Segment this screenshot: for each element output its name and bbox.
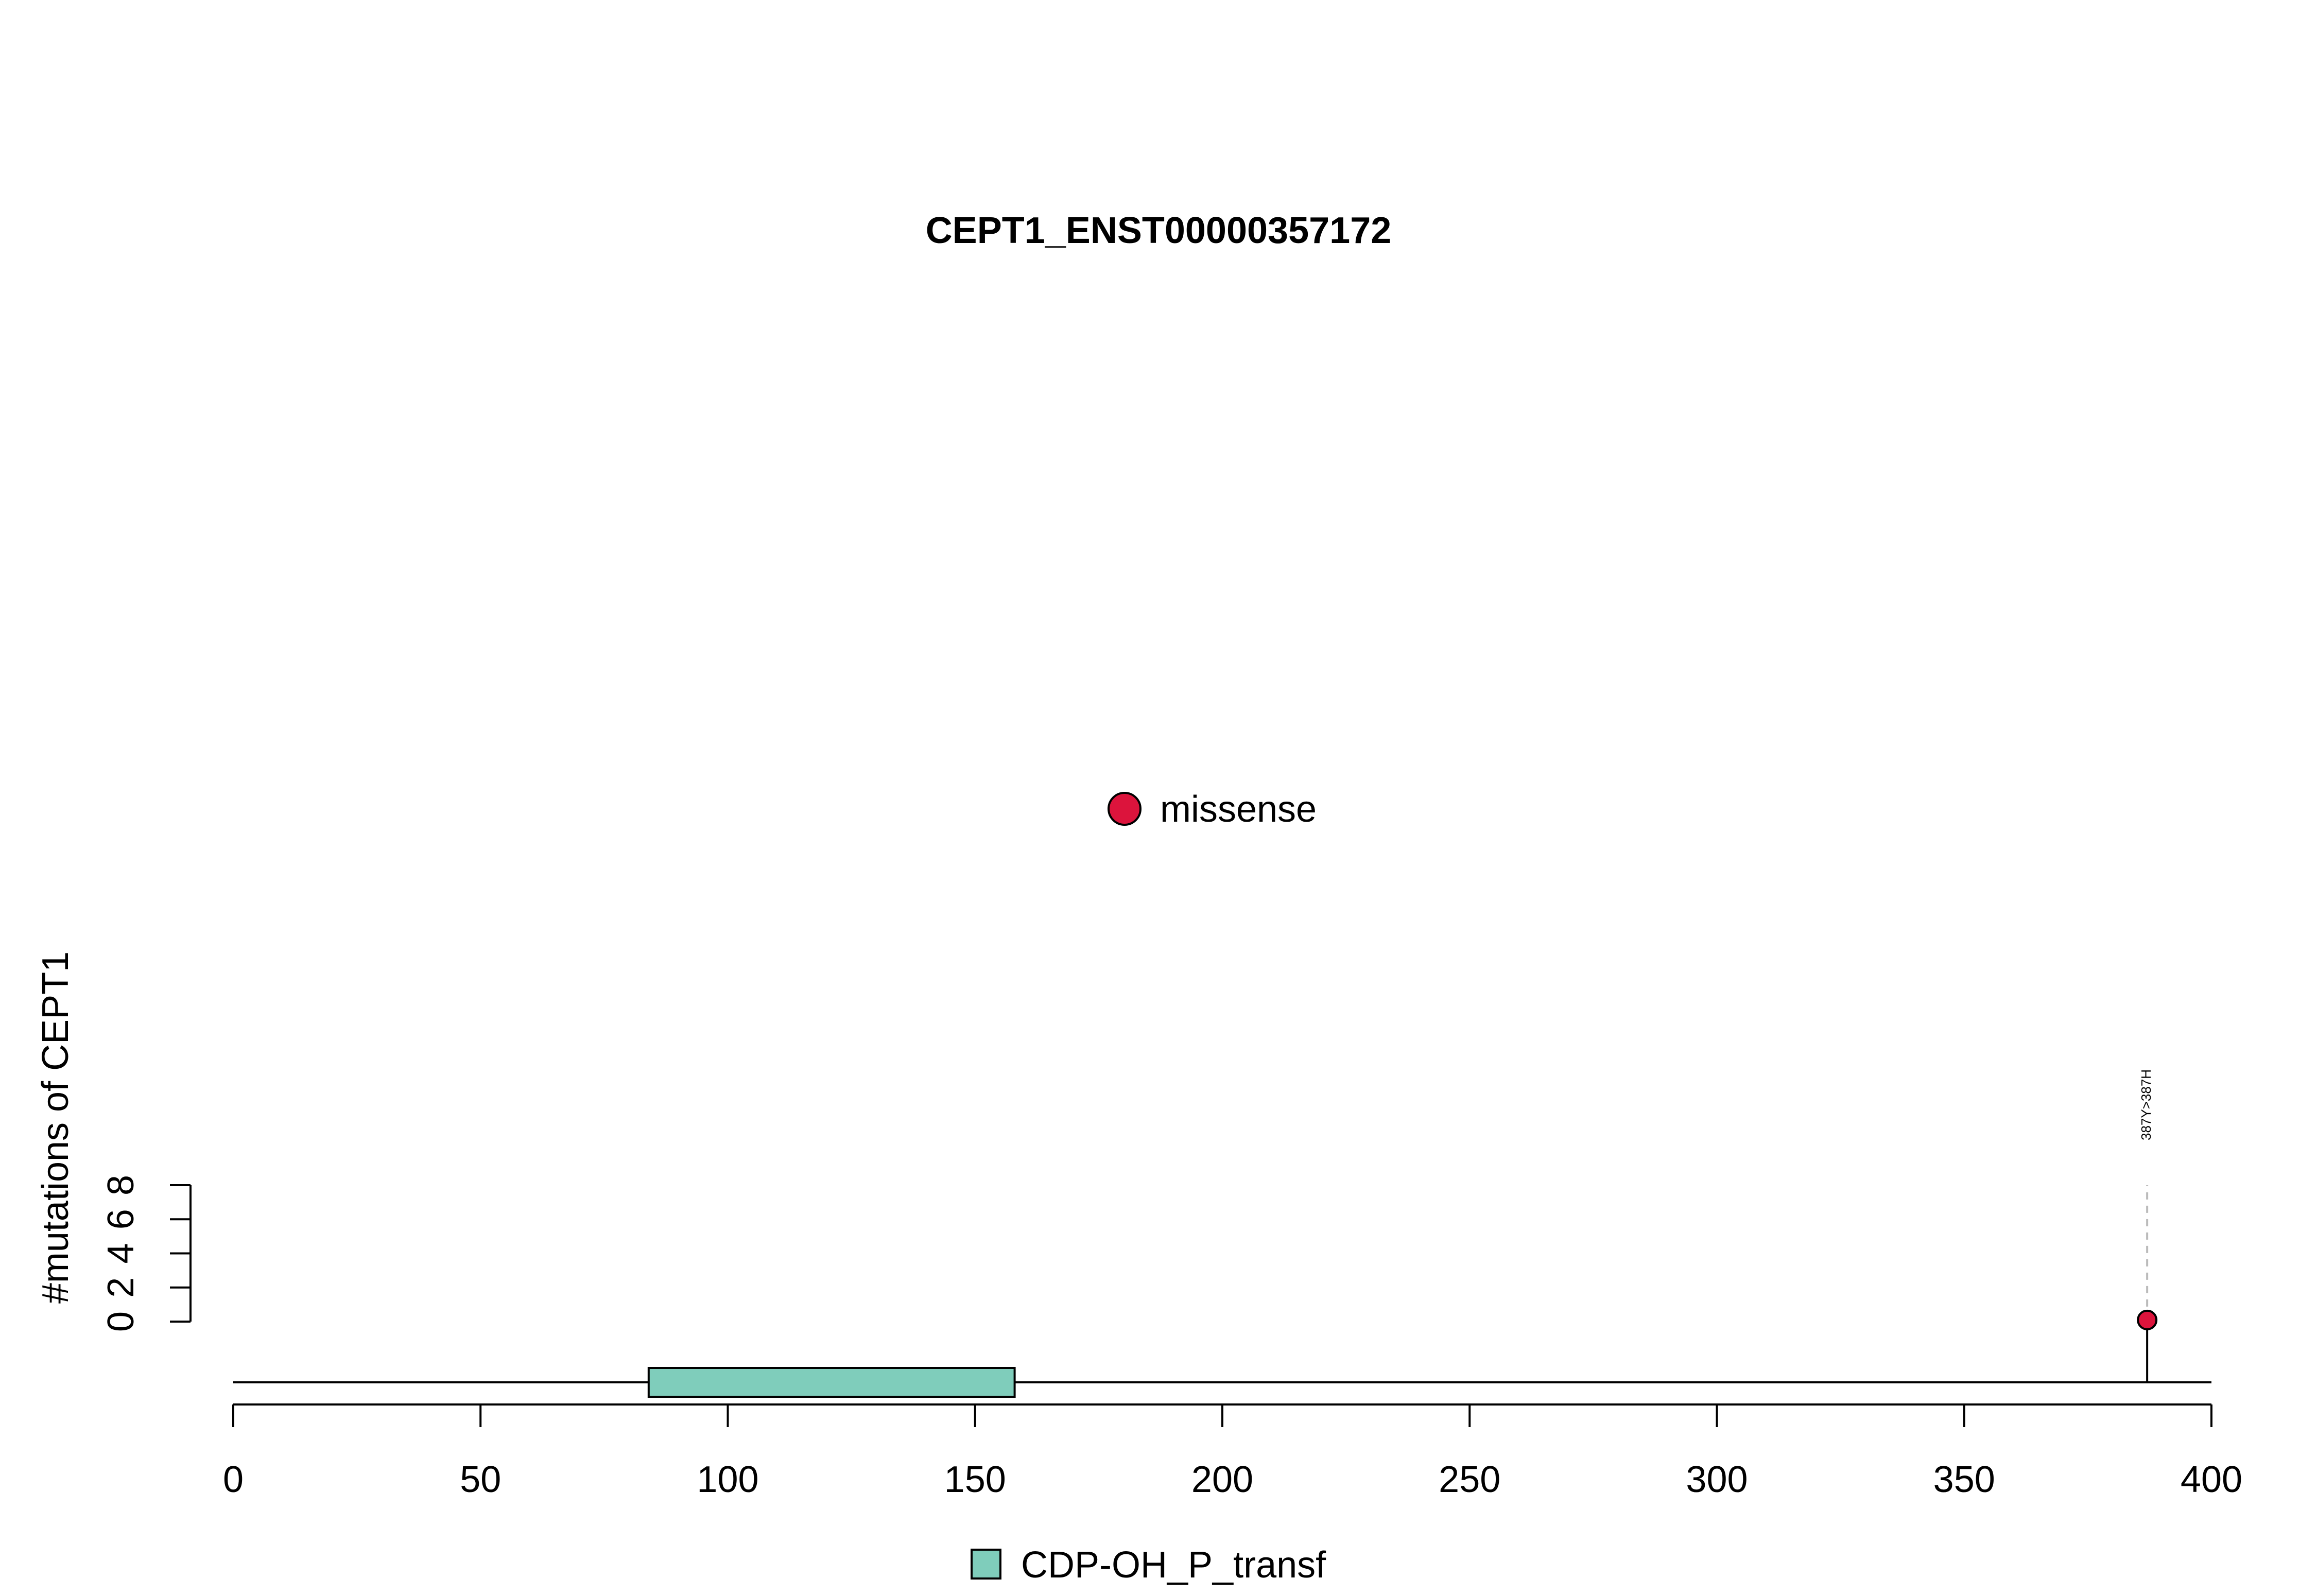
x-tick-label-350: 350 [1933,1459,1995,1500]
y-tick-label-8: 8 [100,1175,142,1195]
x-tick-label-250: 250 [1439,1459,1500,1500]
domain-legend: CDP-OH_P_transf [971,1545,1326,1586]
y-axis: 0 2 4 6 8 [100,1175,192,1332]
x-tick-label-400: 400 [2181,1459,2242,1500]
mutation-label-0: 387Y>387H [2138,1069,2154,1140]
domain-0 [647,1367,1016,1398]
x-tick-label-50: 50 [460,1459,501,1500]
x-tick-label-0: 0 [223,1459,244,1500]
y-tick-label-6: 6 [100,1209,142,1229]
mutation-type-legend: missense [1108,789,1317,830]
x-tick-label-100: 100 [697,1459,758,1500]
x-tick-label-200: 200 [1191,1459,1253,1500]
y-axis-label: #mutations of CEPT1 [35,951,76,1304]
domain-legend-label-0: CDP-OH_P_transf [1021,1545,1326,1586]
legend-missense-label: missense [1160,789,1317,830]
y-tick-label-2: 2 [100,1277,142,1298]
y-tick-label-0: 0 [100,1311,142,1332]
mutation-point-0 [2137,1309,2158,1330]
chart-title: CEPT1_ENST00000357172 [926,210,1392,251]
mutation-lollipops: 387Y>387H [2137,1069,2158,1382]
domain-legend-swatch-0 [971,1549,1001,1580]
x-tick-label-300: 300 [1686,1459,1748,1500]
x-axis: 0 50 100 150 200 250 300 350 400 [223,1403,2242,1500]
y-tick-label-4: 4 [100,1243,142,1263]
x-tick-label-150: 150 [944,1459,1006,1500]
protein-domains [647,1367,1016,1398]
legend-missense-marker [1108,792,1142,826]
